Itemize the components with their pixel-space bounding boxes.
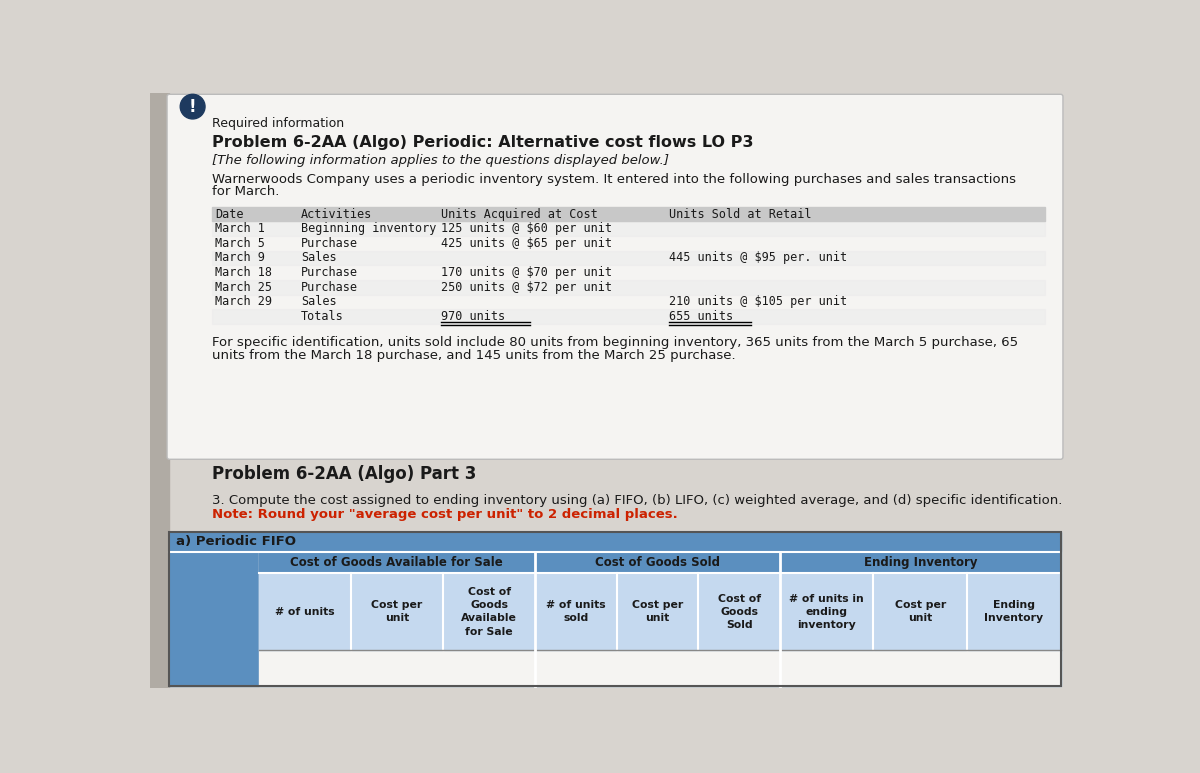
Text: Warnerwoods Company uses a periodic inventory system. It entered into the follow: Warnerwoods Company uses a periodic inve… [212, 172, 1016, 186]
Text: For specific identification, units sold include 80 units from beginning inventor: For specific identification, units sold … [212, 335, 1018, 349]
Text: Date: Date [215, 207, 244, 220]
Text: Purchase: Purchase [301, 237, 358, 250]
Text: 210 units @ $105 per unit: 210 units @ $105 per unit [670, 295, 847, 308]
Bar [968, 574, 1060, 650]
Text: Cost per
unit: Cost per unit [371, 600, 422, 623]
Text: Ending Inventory: Ending Inventory [864, 556, 977, 569]
Text: a) Periodic FIFO: a) Periodic FIFO [175, 535, 295, 548]
Text: Activities: Activities [301, 207, 372, 220]
Text: Ending
Inventory: Ending Inventory [984, 600, 1043, 623]
Text: Units Acquired at Cost: Units Acquired at Cost [440, 207, 598, 220]
Text: 3. Compute the cost assigned to ending inventory using (a) FIFO, (b) LIFO, (c) w: 3. Compute the cost assigned to ending i… [212, 495, 1062, 507]
Bar [150, 93, 169, 688]
Bar [212, 250, 1045, 265]
Bar [781, 574, 872, 650]
Bar [781, 552, 1060, 574]
Bar [875, 574, 966, 650]
Text: March 29: March 29 [215, 295, 272, 308]
Text: Totals: Totals [301, 310, 344, 323]
Text: !: ! [188, 97, 197, 116]
Text: Beginning inventory: Beginning inventory [301, 222, 437, 235]
Text: Cost per
unit: Cost per unit [632, 600, 683, 623]
Text: 170 units @ $70 per unit: 170 units @ $70 per unit [440, 266, 612, 279]
Bar [536, 574, 616, 650]
Text: Purchase: Purchase [301, 281, 358, 294]
Bar [212, 206, 1045, 221]
Text: Cost of Goods Sold: Cost of Goods Sold [595, 556, 720, 569]
Text: Purchase: Purchase [301, 266, 358, 279]
Text: March 18: March 18 [215, 266, 272, 279]
Bar [169, 532, 1061, 686]
Text: March 5: March 5 [215, 237, 265, 250]
Text: 125 units @ $60 per unit: 125 units @ $60 per unit [440, 222, 612, 235]
Text: March 9: March 9 [215, 251, 265, 264]
Bar [212, 280, 1045, 295]
Text: Problem 6-2AA (Algo) Part 3: Problem 6-2AA (Algo) Part 3 [212, 465, 476, 483]
Text: # of units in
ending
inventory: # of units in ending inventory [790, 594, 864, 630]
Text: Cost of
Goods
Sold: Cost of Goods Sold [718, 594, 761, 630]
Text: Cost per
unit: Cost per unit [895, 600, 946, 623]
Text: 655 units: 655 units [670, 310, 733, 323]
Bar [212, 221, 1045, 236]
Bar [700, 574, 779, 650]
Text: # of units: # of units [275, 607, 335, 617]
Bar [212, 309, 1045, 324]
Bar [536, 552, 779, 574]
Text: Cost of Goods Available for Sale: Cost of Goods Available for Sale [290, 556, 503, 569]
FancyBboxPatch shape [167, 94, 1063, 459]
Text: 425 units @ $65 per unit: 425 units @ $65 per unit [440, 237, 612, 250]
Text: March 25: March 25 [215, 281, 272, 294]
Text: Sales: Sales [301, 251, 337, 264]
Bar [352, 574, 443, 650]
Bar [618, 574, 697, 650]
Text: Units Sold at Retail: Units Sold at Retail [670, 207, 811, 220]
Text: Problem 6-2AA (Algo) Periodic: Alternative cost flows LO P3: Problem 6-2AA (Algo) Periodic: Alternati… [212, 135, 754, 150]
Text: for March.: for March. [212, 185, 280, 198]
Bar [258, 552, 1061, 686]
Text: Sales: Sales [301, 295, 337, 308]
Text: # of units
sold: # of units sold [546, 600, 606, 623]
Text: 250 units @ $72 per unit: 250 units @ $72 per unit [440, 281, 612, 294]
Text: 445 units @ $95 per. unit: 445 units @ $95 per. unit [670, 251, 847, 264]
Bar [169, 532, 1061, 686]
Text: units from the March 18 purchase, and 145 units from the March 25 purchase.: units from the March 18 purchase, and 14… [212, 349, 736, 362]
Text: 970 units: 970 units [440, 310, 505, 323]
Text: [The following information applies to the questions displayed below.]: [The following information applies to th… [212, 154, 670, 167]
Text: Note: Round your "average cost per unit" to 2 decimal places.: Note: Round your "average cost per unit"… [212, 508, 678, 521]
Bar [259, 574, 350, 650]
Text: Required information: Required information [212, 117, 344, 130]
Text: March 1: March 1 [215, 222, 265, 235]
Bar [259, 552, 534, 574]
Circle shape [180, 94, 205, 119]
Bar [444, 574, 534, 650]
Text: Cost of
Goods
Available
for Sale: Cost of Goods Available for Sale [461, 587, 517, 636]
